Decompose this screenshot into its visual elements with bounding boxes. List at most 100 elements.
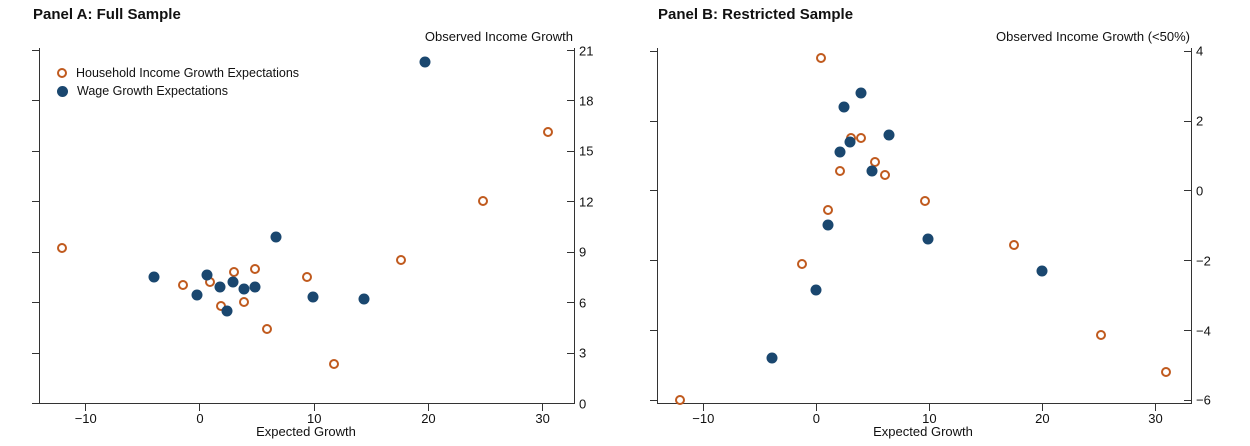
data-point: [675, 394, 686, 405]
data-point: [1161, 366, 1172, 377]
data-point: [766, 352, 778, 364]
data-point: [816, 52, 827, 63]
data-point: [855, 87, 867, 99]
data-point: [834, 166, 845, 177]
x-axis-tick-label: −10: [692, 411, 715, 426]
data-point: [1036, 265, 1048, 277]
data-point: [1008, 239, 1019, 250]
data-point: [879, 169, 890, 180]
data-point: [477, 196, 488, 207]
y-axis-tick: [567, 201, 574, 203]
y-axis-tick: [32, 403, 39, 404]
data-point: [239, 297, 250, 308]
panel-b-yaxis-title: Observed Income Growth (<50%): [996, 29, 1190, 44]
x-axis-tick: [815, 404, 817, 411]
panel-a-title: Panel A: Full Sample: [33, 6, 181, 23]
data-point: [261, 324, 272, 335]
data-point: [358, 293, 370, 305]
y-axis-tick-label: 12: [579, 194, 594, 210]
y-axis-tick: [1184, 260, 1191, 262]
y-axis-tick: [567, 50, 574, 52]
data-point: [178, 280, 189, 291]
data-point: [395, 255, 406, 266]
data-point: [227, 276, 239, 288]
data-point: [542, 127, 553, 138]
data-point: [797, 258, 808, 269]
panel-a-yaxis-title: Observed Income Growth: [424, 29, 573, 44]
x-axis-tick-label: 0: [196, 411, 204, 426]
x-axis-tick: [313, 404, 315, 411]
data-point: [57, 243, 68, 254]
y-axis-tick-label: 9: [579, 244, 587, 260]
panel-b-xaxis-title: Expected Growth: [873, 424, 973, 439]
panel-b-plot-area: [657, 48, 1192, 404]
data-point: [238, 283, 250, 295]
x-axis-tick: [427, 404, 429, 411]
y-axis-tick: [32, 150, 39, 152]
data-point: [249, 281, 261, 293]
data-point: [201, 269, 213, 281]
filled-circle-marker-icon: [57, 85, 68, 97]
data-point: [810, 284, 822, 296]
y-axis-tick: [32, 352, 39, 354]
data-point: [838, 101, 850, 113]
data-point: [856, 133, 867, 144]
x-axis-tick-label: 30: [535, 411, 550, 426]
legend: Household Income Growth Expectations Wag…: [57, 66, 299, 98]
data-point: [221, 305, 233, 317]
x-axis-tick: [1041, 404, 1043, 411]
panel-b-title: Panel B: Restricted Sample: [658, 6, 854, 23]
data-point: [834, 146, 846, 158]
y-axis-tick: [567, 352, 574, 354]
y-axis-tick: [1184, 190, 1191, 192]
data-point: [844, 136, 856, 148]
legend-item-wage: Wage Growth Expectations: [57, 84, 299, 98]
data-point: [866, 165, 878, 177]
y-axis-tick-label: 15: [579, 143, 594, 159]
data-point: [228, 266, 239, 277]
x-axis-tick: [1154, 404, 1156, 411]
x-axis-tick: [199, 404, 201, 411]
x-axis-tick: [702, 404, 704, 411]
y-axis-tick: [1184, 120, 1191, 122]
open-circle-marker-icon: [57, 68, 67, 78]
y-axis-tick: [650, 190, 657, 192]
y-axis-tick-label: 6: [579, 295, 587, 311]
y-axis-tick: [32, 201, 39, 203]
x-axis-tick-label: 30: [1148, 411, 1163, 426]
data-point: [307, 291, 319, 303]
data-point: [191, 289, 203, 301]
legend-label-wage: Wage Growth Expectations: [77, 84, 228, 98]
y-axis-tick-label: 2: [1196, 113, 1204, 129]
y-axis-tick: [1184, 50, 1191, 52]
y-axis-tick: [32, 302, 39, 304]
x-axis-tick: [85, 404, 87, 411]
x-axis-tick-label: 0: [812, 411, 820, 426]
y-axis-tick-label: 4: [1196, 43, 1204, 59]
y-axis-tick: [650, 260, 657, 262]
x-axis-tick-label: 20: [421, 411, 436, 426]
y-axis-tick-label: 0: [579, 396, 587, 411]
y-axis-tick: [650, 50, 657, 52]
y-axis-tick: [1184, 399, 1191, 401]
y-axis-tick: [567, 302, 574, 304]
y-axis-tick: [1184, 330, 1191, 332]
x-axis-tick: [928, 404, 930, 411]
panel-a-plot-area: [39, 48, 575, 404]
y-axis-tick: [567, 251, 574, 253]
y-axis-tick-label: 21: [579, 43, 594, 59]
data-point: [214, 281, 226, 293]
data-point: [822, 219, 834, 231]
y-axis-tick: [32, 50, 39, 52]
data-point: [270, 231, 282, 243]
x-axis-tick: [542, 404, 544, 411]
y-axis-tick: [567, 100, 574, 102]
data-point: [329, 359, 340, 370]
y-axis-tick: [32, 251, 39, 253]
y-axis-tick: [567, 150, 574, 152]
data-point: [922, 233, 934, 245]
x-axis-tick-label: 10: [306, 411, 322, 426]
y-axis-tick-label: 3: [579, 345, 587, 361]
y-axis-tick-label: 18: [579, 93, 594, 109]
